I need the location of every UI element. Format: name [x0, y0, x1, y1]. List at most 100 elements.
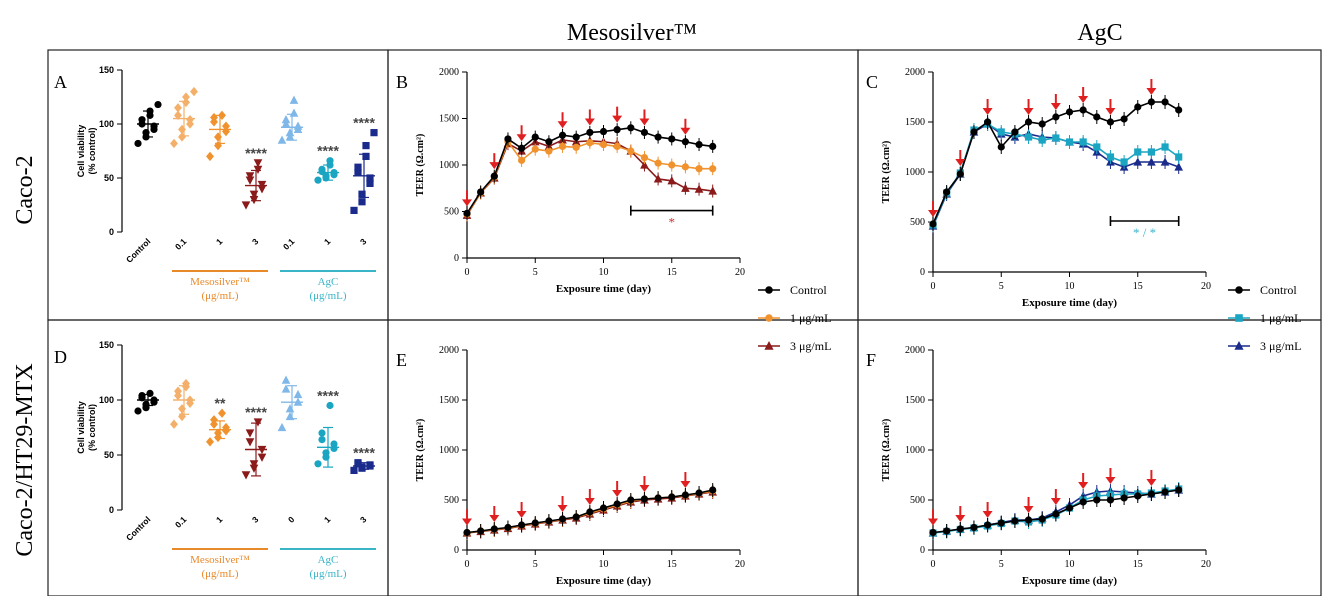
y-tick-label: 2000 — [905, 345, 925, 356]
data-point — [627, 147, 635, 155]
data-point — [668, 161, 676, 169]
y-tick-label: 2000 — [439, 67, 459, 78]
x-tick-label: 15 — [1133, 559, 1143, 570]
data-point — [358, 198, 366, 206]
significance-label: **** — [317, 388, 339, 404]
treatment-arrow-head — [1146, 479, 1157, 486]
legend: Control 1 μg/mL 3 μg/mL — [1228, 283, 1301, 353]
data-point — [572, 513, 580, 521]
data-point — [463, 528, 471, 537]
data-point — [134, 407, 142, 415]
data-point — [293, 121, 303, 130]
y-tick-label: 50 — [104, 450, 114, 460]
data-point — [354, 163, 362, 171]
x-tick-label: 10 — [1065, 559, 1075, 570]
series-1 — [929, 117, 1183, 232]
data-point — [531, 145, 539, 153]
data-point — [984, 521, 992, 529]
x-tick-label: 0 — [931, 281, 936, 292]
data-point — [206, 437, 214, 447]
x-tick-label: 15 — [667, 559, 677, 570]
data-point — [709, 486, 717, 494]
group-5: **** 1 — [314, 143, 339, 247]
data-point — [281, 384, 291, 393]
series-line — [466, 140, 713, 215]
data-point — [245, 438, 255, 447]
treatment-arrow-head — [1050, 498, 1061, 505]
data-point — [138, 392, 146, 400]
panel-f: F 0 500 1000 1500 2000 0 5 10 15 20 Exposure time (… — [866, 345, 1211, 587]
row-label-coculture: Caco-2/HT29-MTX — [12, 363, 38, 556]
treatment-arrow-head — [639, 485, 650, 492]
group-4: 0 — [277, 375, 303, 525]
data-point — [558, 142, 567, 150]
group-4: 0.1 — [277, 95, 303, 252]
x-tick-label: 1 — [322, 514, 333, 525]
series-2 — [463, 121, 717, 220]
data-point — [1161, 143, 1169, 151]
x-tick-label: 10 — [599, 559, 609, 570]
panel-letter-b: B — [396, 72, 408, 92]
data-point — [572, 133, 580, 141]
x-tick-label: 5 — [533, 559, 538, 570]
group-label: Mesosilver™ — [190, 276, 250, 288]
data-point — [1011, 128, 1019, 136]
x-tick-label: 20 — [735, 267, 745, 278]
data-point — [1161, 488, 1169, 496]
data-point — [490, 525, 498, 533]
data-point — [318, 436, 326, 444]
y-tick-label: 500 — [910, 495, 925, 506]
panel-frame-f — [857, 319, 1322, 596]
y-tick-label: 1500 — [439, 114, 459, 125]
data-point — [681, 491, 690, 499]
data-point — [182, 378, 190, 389]
y-tick-label: 1000 — [905, 167, 925, 178]
treatment-arrow-head — [516, 511, 527, 518]
data-point — [627, 124, 635, 132]
y-axis-label: Cell viability(% control) — [76, 401, 97, 454]
panel-e: E 0 500 1000 1500 2000 0 5 10 15 20 Exposure time (… — [396, 345, 745, 587]
data-point — [545, 147, 553, 155]
significance-label: **** — [353, 115, 375, 131]
data-point — [1134, 103, 1142, 111]
data-point — [599, 140, 608, 149]
data-point — [366, 174, 374, 182]
legend-item-label: Control — [1260, 283, 1297, 297]
treatment-arrow-head — [584, 118, 595, 126]
data-point — [214, 140, 222, 151]
treatment-arrow-head — [1023, 506, 1034, 513]
treatment-arrow-head — [489, 162, 500, 170]
data-point — [281, 375, 291, 384]
data-point — [956, 525, 964, 533]
x-tick-label: 3 — [358, 236, 369, 247]
data-point — [1024, 118, 1033, 126]
group-0: Control — [124, 389, 159, 543]
data-point — [178, 124, 186, 135]
data-point — [1106, 118, 1115, 126]
data-point — [668, 135, 676, 143]
data-point — [1120, 115, 1128, 123]
data-point — [318, 165, 326, 173]
data-point — [210, 415, 218, 425]
y-tick-label: 100 — [99, 119, 114, 129]
data-point — [545, 138, 553, 146]
data-point — [1065, 138, 1074, 146]
x-tick-label: 0.1 — [173, 236, 189, 252]
significance-label: * / * — [1133, 225, 1156, 240]
legend-swatch-marker — [764, 341, 774, 350]
data-point — [1175, 153, 1183, 161]
data-point — [174, 103, 182, 113]
group-label: (μg/mL) — [309, 568, 346, 580]
data-point — [1093, 496, 1101, 504]
treatment-arrow-head — [1105, 477, 1116, 484]
data-point — [586, 508, 594, 516]
x-tick-label: 3 — [250, 236, 261, 247]
data-point — [249, 460, 259, 469]
treatment-arrow-head — [1050, 103, 1061, 110]
legend-item-label: 1 μg/mL — [790, 311, 831, 325]
data-point — [695, 140, 703, 149]
group-1: 0.1 — [170, 378, 195, 530]
data-point — [285, 127, 295, 137]
data-point — [640, 160, 649, 169]
x-tick-label: 3 — [250, 514, 261, 525]
